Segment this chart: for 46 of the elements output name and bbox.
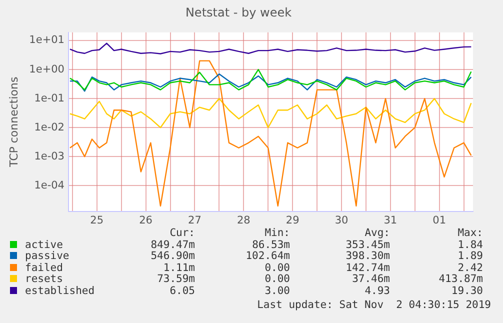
x-tick-label: 27 xyxy=(188,214,202,226)
text: 413.87m xyxy=(438,273,483,286)
text: Min: xyxy=(264,227,290,240)
text: 4.93 xyxy=(364,284,390,297)
text: 1.89 xyxy=(456,250,483,262)
text: 73.59m xyxy=(156,273,195,286)
text: Cur: xyxy=(168,227,195,240)
y-tick-label: 1e+00 xyxy=(29,63,64,76)
text: Last update: Sat Nov 2 04:30:15 2019 xyxy=(257,299,491,311)
y-tick-label: 1e-01 xyxy=(34,92,64,104)
x-tick-label: 26 xyxy=(139,214,153,226)
text: 1.84 xyxy=(456,238,483,251)
x-tick-label: 29 xyxy=(286,214,300,226)
y-tick-label: 1e-03 xyxy=(34,150,64,162)
legend-label: active xyxy=(24,238,64,251)
y-tick-label: 1e-02 xyxy=(34,121,64,134)
text: 102.64m xyxy=(244,250,290,262)
legend-label: established xyxy=(24,284,96,297)
text: 19.30 xyxy=(450,284,483,297)
text: 0.00 xyxy=(264,273,290,286)
y-tick-label: 1e-04 xyxy=(34,179,65,192)
text: 546.90m xyxy=(150,250,195,262)
text: Avg: xyxy=(364,227,390,240)
text: 353.45m xyxy=(344,238,390,251)
text: 1.11m xyxy=(162,262,195,274)
text: Max: xyxy=(456,227,483,240)
text: 0.00 xyxy=(264,262,290,274)
legend-label: resets xyxy=(24,273,64,286)
text: 2.42 xyxy=(456,262,483,274)
legend-label: passive xyxy=(24,250,70,262)
text: 86.53m xyxy=(251,238,290,251)
text: 849.47m xyxy=(150,238,195,251)
x-tick-label: 25 xyxy=(90,214,104,226)
text: 3.00 xyxy=(264,284,290,297)
text: 37.46m xyxy=(351,273,390,286)
text: 398.30m xyxy=(344,250,390,262)
x-tick-label: 01 xyxy=(432,214,446,226)
x-tick-label: 30 xyxy=(334,214,348,226)
legend-label: failed xyxy=(24,262,64,274)
text: 142.74m xyxy=(344,262,390,274)
x-tick-label: 28 xyxy=(236,214,250,226)
text: 6.05 xyxy=(168,284,195,297)
y-tick-label: 1e+01 xyxy=(29,34,64,46)
y-axis-title: TCP connections xyxy=(7,76,20,168)
x-tick-label: 31 xyxy=(384,214,398,226)
chart-title: Netstat - by week xyxy=(185,5,292,20)
